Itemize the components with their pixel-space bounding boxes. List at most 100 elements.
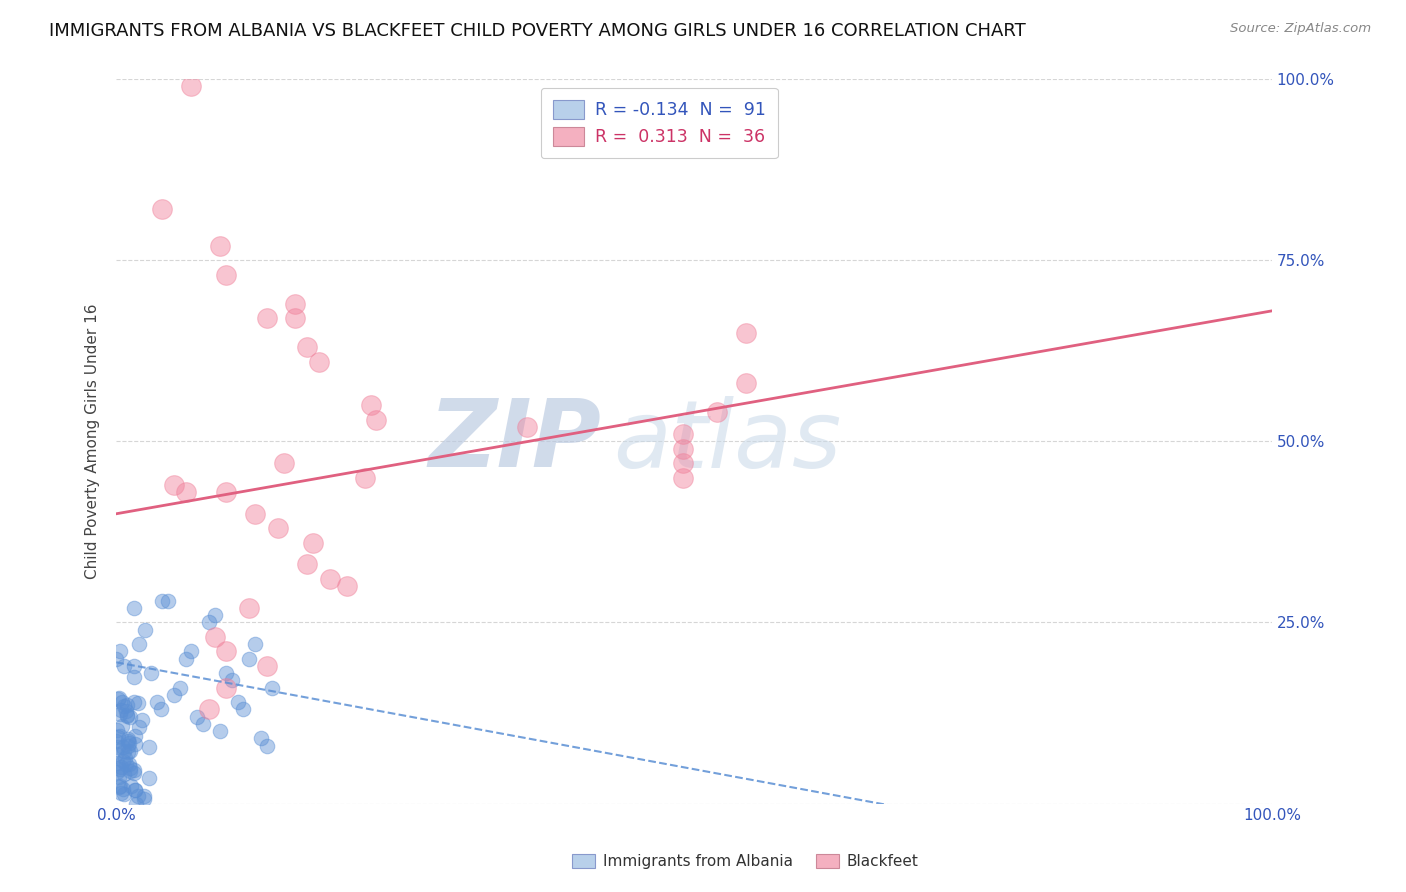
Point	[122, 763, 145, 777]
Point	[138, 771, 160, 785]
Point	[132, 789, 155, 803]
Point	[110, 759, 132, 773]
Point	[134, 623, 156, 637]
Point	[124, 729, 146, 743]
Point	[515, 419, 537, 434]
Point	[124, 797, 146, 811]
Point	[114, 756, 136, 771]
Point	[174, 485, 197, 500]
Point	[111, 695, 134, 709]
Point	[110, 703, 132, 717]
Point	[117, 736, 139, 750]
Point	[308, 354, 330, 368]
Point	[301, 535, 323, 549]
Point	[163, 688, 186, 702]
Y-axis label: Child Poverty Among Girls Under 16: Child Poverty Among Girls Under 16	[86, 303, 100, 579]
Point	[127, 696, 149, 710]
Point	[124, 737, 146, 751]
Point	[131, 713, 153, 727]
Text: atlas: atlas	[613, 396, 841, 487]
Point	[180, 79, 202, 94]
Point	[105, 756, 128, 771]
Point	[204, 630, 226, 644]
Point	[110, 762, 132, 776]
Point	[117, 731, 139, 746]
Point	[256, 739, 278, 753]
Point	[111, 739, 134, 754]
Point	[124, 783, 146, 797]
Point	[107, 731, 129, 745]
Point	[138, 740, 160, 755]
Point	[122, 765, 145, 780]
Point	[209, 724, 232, 739]
Point	[243, 637, 266, 651]
Point	[107, 692, 129, 706]
Point	[120, 760, 142, 774]
Point	[232, 702, 254, 716]
Point	[191, 717, 214, 731]
Point	[735, 326, 758, 340]
Point	[256, 311, 278, 326]
Point	[114, 750, 136, 764]
Point	[215, 681, 238, 695]
Point	[197, 702, 219, 716]
Point	[120, 779, 142, 793]
Point	[120, 709, 142, 723]
Point	[353, 470, 375, 484]
Point	[174, 651, 197, 665]
Point	[256, 659, 278, 673]
Point	[108, 770, 131, 784]
Point	[112, 787, 135, 801]
Point	[105, 723, 128, 738]
Point	[671, 442, 693, 456]
Text: Source: ZipAtlas.com: Source: ZipAtlas.com	[1230, 22, 1371, 36]
Point	[110, 719, 132, 733]
Point	[319, 572, 342, 586]
Point	[115, 704, 138, 718]
Point	[110, 786, 132, 800]
Point	[110, 644, 132, 658]
Legend: R = -0.134  N =  91, R =  0.313  N =  36: R = -0.134 N = 91, R = 0.313 N = 36	[541, 87, 778, 159]
Point	[238, 651, 260, 665]
Point	[671, 470, 693, 484]
Point	[112, 698, 135, 713]
Point	[120, 744, 142, 758]
Point	[152, 202, 174, 217]
Point	[112, 744, 135, 758]
Point	[107, 740, 129, 755]
Point	[215, 666, 238, 681]
Point	[150, 701, 173, 715]
Point	[249, 731, 271, 746]
Point	[157, 593, 180, 607]
Point	[122, 659, 145, 673]
Point	[117, 745, 139, 759]
Point	[108, 780, 131, 795]
Point	[735, 376, 758, 391]
Point	[122, 601, 145, 615]
Point	[112, 767, 135, 781]
Point	[366, 412, 388, 426]
Point	[105, 734, 128, 748]
Point	[139, 666, 162, 681]
Point	[118, 764, 141, 779]
Point	[115, 708, 138, 723]
Point	[128, 720, 150, 734]
Point	[108, 691, 131, 706]
Point	[124, 783, 146, 797]
Point	[105, 747, 128, 761]
Point	[169, 681, 191, 695]
Point	[108, 779, 131, 793]
Point	[209, 238, 232, 252]
Point	[105, 764, 128, 779]
Point	[128, 637, 150, 651]
Point	[295, 558, 318, 572]
Point	[360, 398, 382, 412]
Point	[105, 651, 128, 665]
Point	[112, 755, 135, 769]
Point	[284, 296, 307, 310]
Point	[124, 670, 146, 684]
Point	[671, 427, 693, 442]
Point	[295, 340, 318, 354]
Point	[204, 608, 226, 623]
Point	[115, 698, 138, 713]
